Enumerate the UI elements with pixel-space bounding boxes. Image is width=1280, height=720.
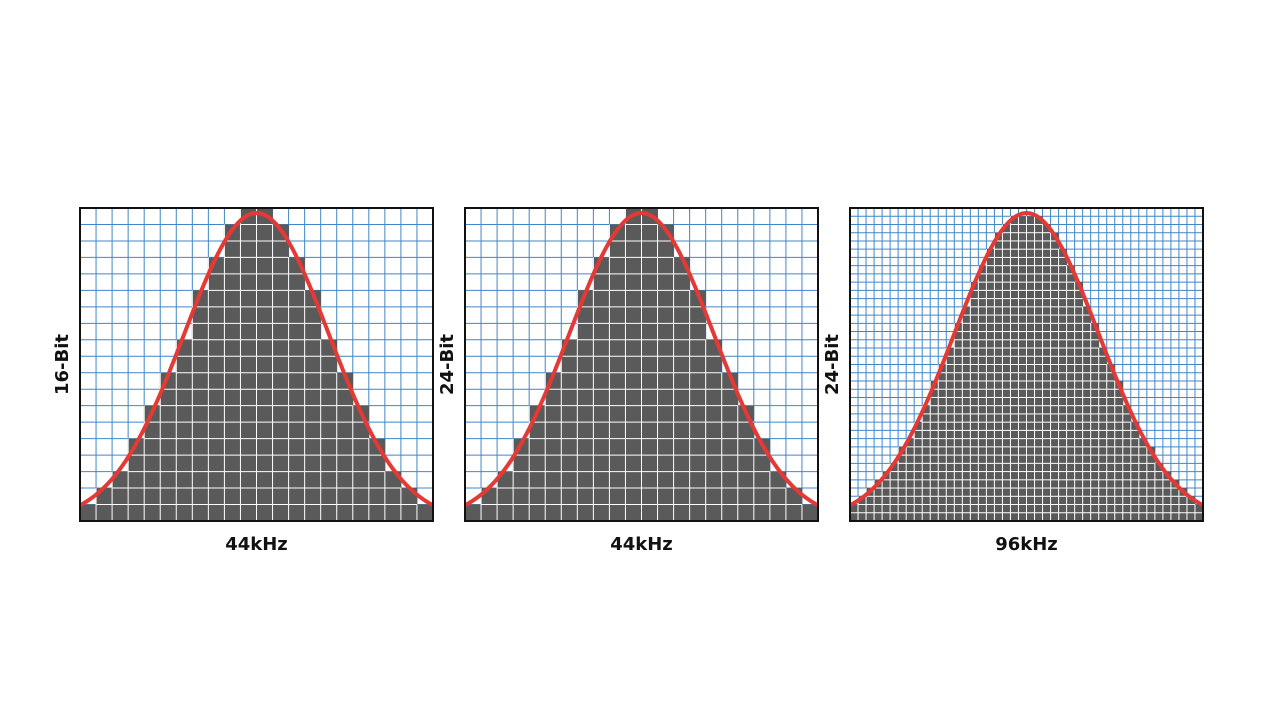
sample-step bbox=[368, 438, 386, 521]
sample-step bbox=[128, 438, 145, 521]
sample-step bbox=[874, 479, 883, 521]
sample-step bbox=[513, 438, 530, 521]
sample-step bbox=[1010, 216, 1019, 521]
panel-1: 16-Bit 44kHz bbox=[52, 207, 434, 555]
panel-3: 24-Bit 96kHz bbox=[822, 207, 1204, 555]
sample-step bbox=[545, 372, 562, 521]
sample-step bbox=[898, 446, 907, 521]
sample-step bbox=[930, 380, 939, 521]
sample-step bbox=[801, 504, 819, 521]
sample-step bbox=[737, 405, 755, 521]
sample-step bbox=[970, 282, 979, 521]
sample-step bbox=[384, 471, 402, 521]
sample-step bbox=[465, 504, 482, 521]
panel-1-y-axis-label: 16-Bit bbox=[52, 334, 73, 395]
sample-step bbox=[705, 339, 723, 521]
panel-3-frame bbox=[849, 207, 1204, 522]
sample-step bbox=[529, 405, 546, 521]
sample-step bbox=[1106, 364, 1116, 521]
sample-step bbox=[112, 471, 129, 521]
sample-step bbox=[769, 471, 787, 521]
panel-1-x-axis-label: 44kHz bbox=[225, 534, 288, 555]
sample-step bbox=[1074, 282, 1083, 521]
sample-step bbox=[1170, 479, 1180, 521]
panel-2-y-axis-label: 24-Bit bbox=[437, 334, 458, 395]
sample-step bbox=[986, 249, 995, 521]
panel-1-frame bbox=[79, 207, 434, 522]
sample-step bbox=[994, 232, 1003, 522]
sample-step bbox=[753, 438, 771, 521]
sample-step bbox=[1026, 216, 1035, 521]
sample-step bbox=[1154, 463, 1164, 521]
panel-2: 24-Bit 44kHz bbox=[437, 207, 819, 555]
panel-2-frame bbox=[464, 207, 819, 522]
sample-step bbox=[890, 463, 899, 521]
sample-step bbox=[1058, 249, 1067, 521]
sample-step bbox=[336, 372, 354, 521]
sample-step bbox=[625, 208, 642, 521]
panel-1-step-grid bbox=[79, 208, 418, 521]
sample-step bbox=[160, 372, 177, 521]
sample-step bbox=[1034, 216, 1043, 521]
sample-step bbox=[978, 265, 987, 521]
panel-2-x-axis-label: 44kHz bbox=[610, 534, 673, 555]
sample-step bbox=[721, 372, 739, 521]
sample-step bbox=[176, 339, 193, 521]
sample-step bbox=[1050, 232, 1059, 522]
panel-3-step-grid bbox=[849, 216, 1203, 521]
sample-step bbox=[144, 405, 161, 521]
sample-step bbox=[938, 364, 947, 521]
panel-1-analog-curve bbox=[79, 211, 434, 508]
sample-step bbox=[256, 208, 273, 521]
panel-2-analog-curve bbox=[464, 211, 819, 508]
sample-step bbox=[320, 339, 338, 521]
sample-step bbox=[1186, 496, 1196, 521]
sample-step bbox=[497, 471, 514, 521]
panel-3-y-axis-label: 24-Bit bbox=[822, 334, 843, 395]
sample-step bbox=[240, 208, 257, 521]
sample-step bbox=[1114, 380, 1124, 521]
panel-3-x-axis-label: 96kHz bbox=[995, 534, 1058, 555]
sample-step bbox=[80, 504, 97, 521]
sample-step bbox=[858, 496, 867, 521]
sample-step bbox=[352, 405, 370, 521]
sample-step bbox=[641, 208, 658, 521]
panel-3-analog-curve bbox=[849, 211, 1204, 508]
sample-step bbox=[1018, 216, 1027, 521]
sample-step bbox=[1146, 446, 1156, 521]
sample-step bbox=[1098, 348, 1108, 521]
sample-step bbox=[946, 348, 955, 521]
sample-step bbox=[416, 504, 434, 521]
sample-step bbox=[561, 339, 578, 521]
sample-step bbox=[1066, 265, 1075, 521]
